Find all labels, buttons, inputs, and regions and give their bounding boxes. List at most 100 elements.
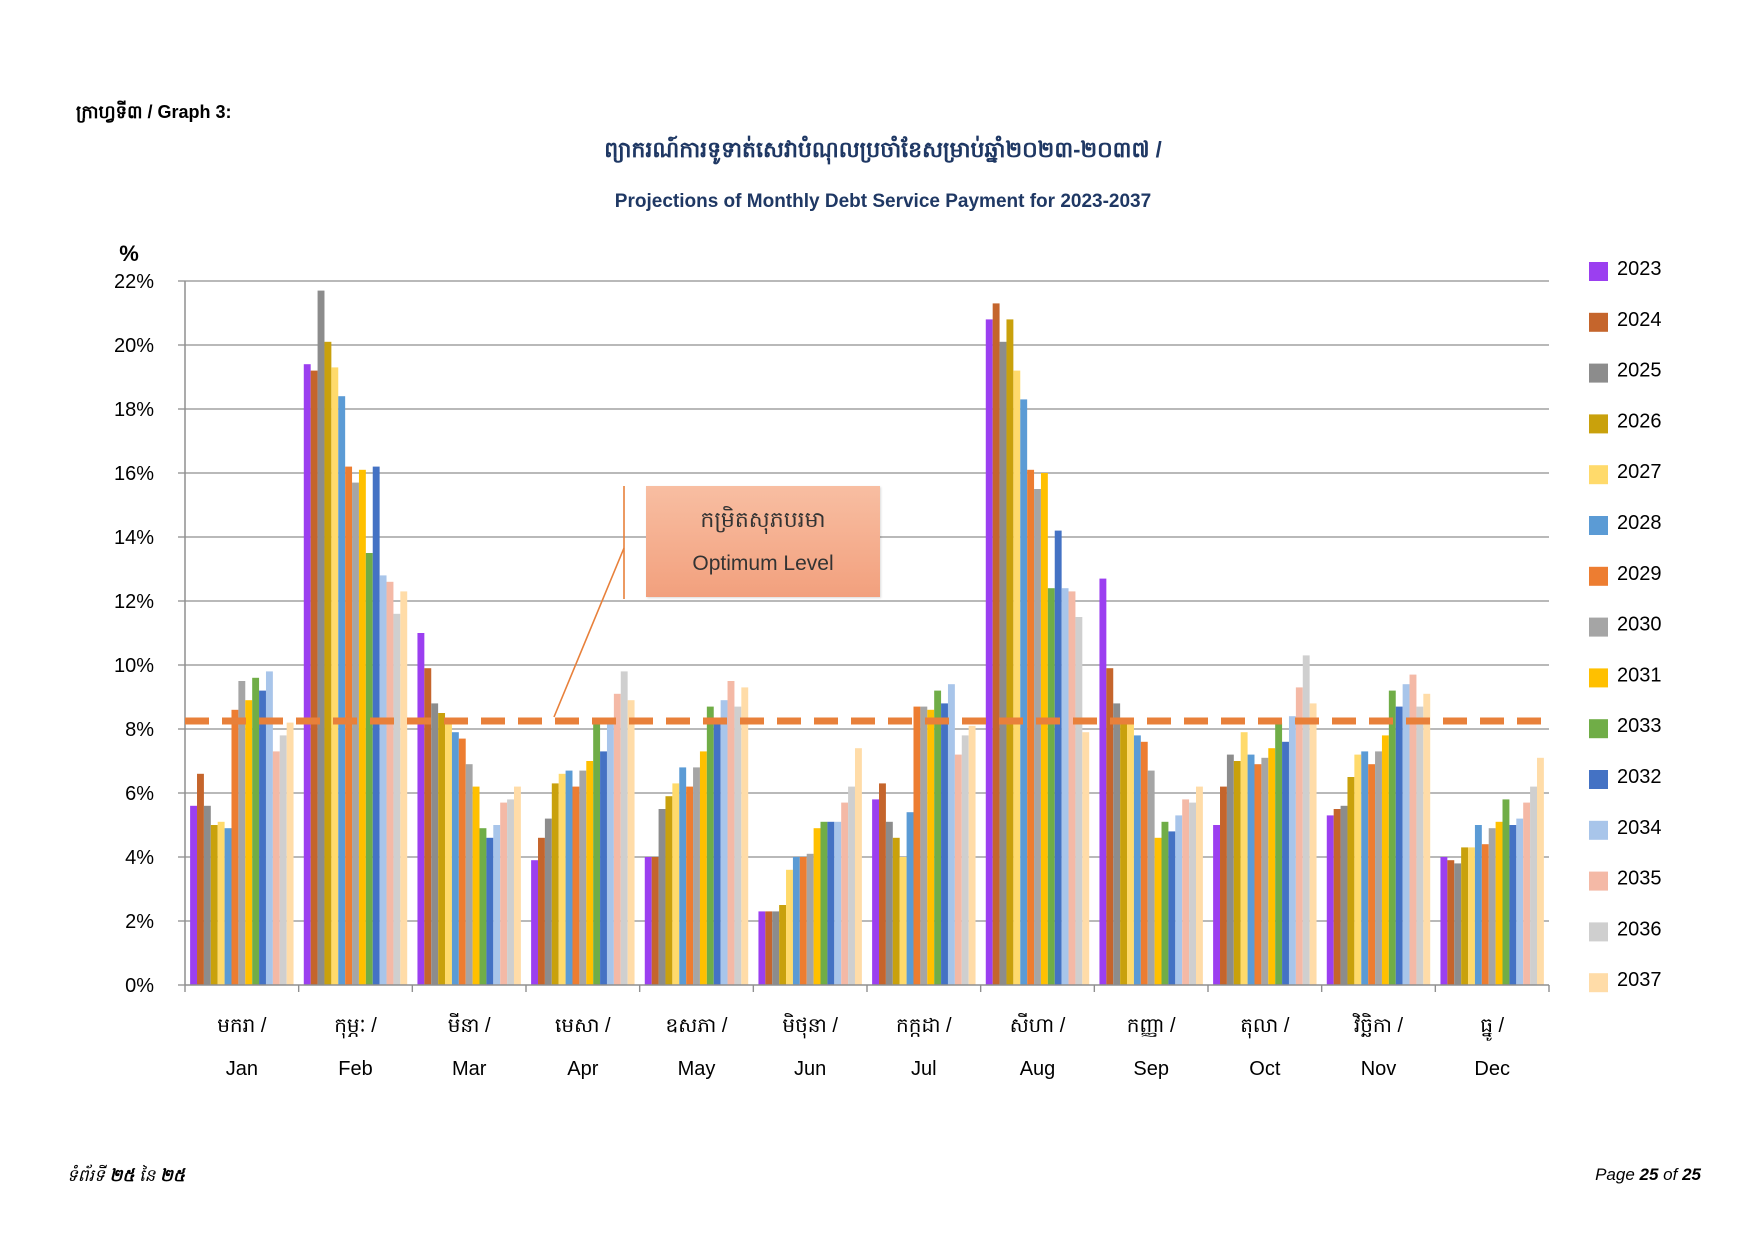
bar [1195,786,1203,985]
bar [593,722,601,985]
legend-swatch [1589,465,1608,485]
bar [606,719,614,985]
bar [1054,530,1062,985]
bar [417,633,425,985]
y-tick-label: 12% [114,591,154,613]
bar [507,799,514,985]
bar [827,821,835,985]
x-category-label: Oct [1249,1058,1281,1080]
callout-label-km: កម្រិតសុភបរមា [700,507,826,532]
legend-label: 2036 [1617,918,1662,940]
x-category-label-km: សីហា / [1010,1012,1066,1037]
bar [699,751,707,985]
legend-label: 2028 [1617,512,1662,534]
bar [968,725,976,985]
bar [224,828,232,985]
bar [379,575,387,985]
bar [217,821,225,985]
bar [1361,751,1369,985]
bar [358,469,366,985]
x-category-label-km: មករា / [217,1015,267,1037]
legend-swatch [1589,973,1608,993]
bar [1020,399,1028,985]
bar [1261,757,1269,985]
bar [954,754,962,985]
x-category-label-km: កុម្ភៈ / [334,1015,377,1039]
footer-en-page: 25 [1639,1165,1659,1184]
bar [479,828,487,985]
bar [1368,764,1376,985]
bar [1536,757,1544,985]
y-axis-unit-label: % [119,241,139,266]
bar [913,706,921,985]
bar [1047,588,1055,985]
bar [927,709,935,985]
bar [210,825,218,985]
bar [472,786,480,985]
bar [1147,770,1155,985]
bar [238,681,246,985]
bar [1082,732,1090,985]
y-tick-label: 20% [114,335,154,357]
x-category-label-km: មេសា / [555,1015,611,1037]
bar [644,857,652,985]
legend-swatch [1589,770,1608,789]
x-category-label: Feb [338,1058,372,1080]
bar [934,690,942,985]
legend-swatch [1589,719,1608,739]
bar [899,857,907,985]
bar [1013,370,1021,986]
footer-en-prefix: Page [1595,1165,1640,1184]
bar [1240,732,1248,985]
x-category-label-km: ធ្នូ / [1480,1015,1504,1041]
bar [513,786,521,985]
bar [841,802,849,985]
x-category-label: Nov [1361,1058,1397,1080]
bar [1189,802,1196,985]
bar [565,770,573,985]
bar [1220,786,1227,985]
y-tick-label: 14% [114,527,154,549]
bar [393,613,401,985]
x-category-label: Dec [1474,1058,1510,1080]
bar [961,735,969,985]
bar [1326,815,1334,985]
bar [848,786,855,985]
bar [1488,828,1496,985]
footer-km-total: ២៥ [160,1166,185,1185]
legend-swatch [1589,414,1608,434]
x-category-label: Sep [1133,1058,1169,1080]
bar [713,722,721,985]
footer-km-mid: នៃ [134,1166,161,1185]
bar [1474,825,1482,985]
bar [586,761,594,985]
bar [265,671,273,985]
x-category-labels: មករា / Jan កុម្ភៈ / Feb មីនា / Mar មេសា / Apr ឧស… [217,1012,1510,1080]
bar [1106,668,1114,985]
bar [1354,754,1362,985]
bar [538,837,545,985]
legend-label: 2032 [1617,766,1662,788]
bar [331,367,339,985]
bar [259,690,266,985]
bar [1347,777,1355,985]
callout-pointer [553,486,625,718]
bars [190,290,1544,986]
bar [920,706,928,985]
x-category-label: Apr [567,1058,598,1080]
y-tick-label: 2% [125,911,154,933]
bar [658,809,666,985]
bar [813,828,821,985]
bar [1282,741,1289,985]
bar [1254,764,1262,985]
bar [1068,591,1076,985]
bar [245,700,253,985]
footer-en-mid: of [1658,1165,1683,1184]
bar [820,821,828,985]
bar [672,783,680,985]
footer-en-total: 25 [1682,1165,1701,1184]
legend-swatch [1589,566,1608,586]
x-category-label-km: កញ្ញា / [1127,1015,1176,1037]
y-tick-label: 4% [125,847,154,869]
bar [627,700,635,985]
